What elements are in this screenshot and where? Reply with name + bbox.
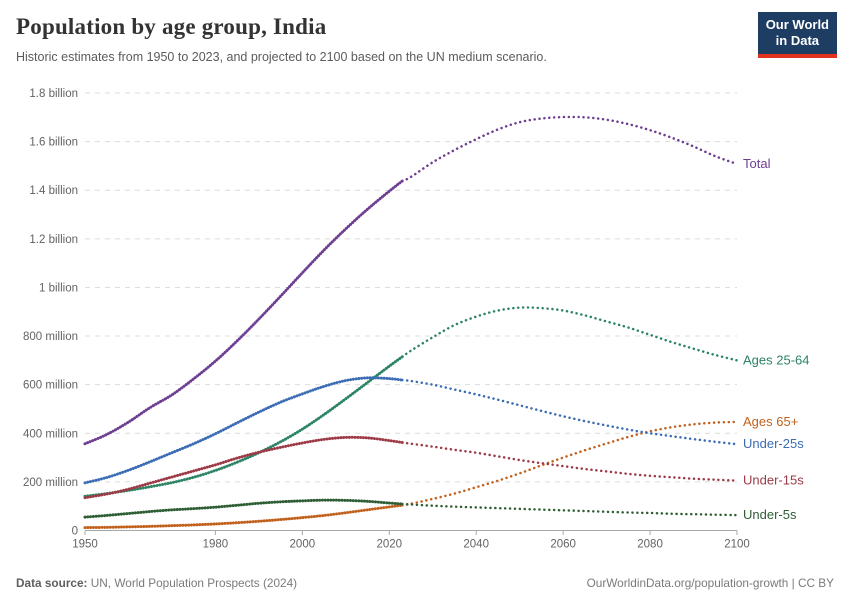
data-source-note: Data source: UN, World Population Prospe… <box>16 576 297 590</box>
series-line-historic <box>83 498 404 519</box>
chart-subtitle: Historic estimates from 1950 to 2023, an… <box>16 50 547 64</box>
series-label-under-15s[interactable]: Under-15s <box>743 473 804 488</box>
y-axis-tick-label: 1.8 billion <box>29 88 78 100</box>
owid-logo[interactable]: Our World in Data <box>757 12 837 58</box>
series-label-ages-25-64[interactable]: Ages 25-64 <box>743 352 810 367</box>
x-axis-tick-label: 2000 <box>290 539 316 551</box>
y-axis-tick-label: 1 billion <box>39 282 78 294</box>
x-axis-tick-label: 2020 <box>376 539 402 551</box>
series-line-historic <box>83 355 404 498</box>
series-under-15s[interactable]: Under-15s <box>83 435 804 500</box>
series-line-projected <box>401 115 739 183</box>
x-axis-tick-label: 2080 <box>637 539 663 551</box>
series-ages-65-[interactable]: Ages 65+ <box>83 414 798 530</box>
series-under-25s[interactable]: Under-25s <box>83 376 804 485</box>
x-axis-tick-label: 2060 <box>550 539 576 551</box>
series-line-projected <box>401 441 739 482</box>
series-line-historic-base <box>84 504 403 529</box>
series-line-projected <box>401 378 739 446</box>
data-source-label: Data source: <box>16 576 88 590</box>
page-title: Population by age group, India <box>16 14 327 39</box>
y-axis-tick-label: 1.2 billion <box>29 234 78 246</box>
owid-url-license[interactable]: OurWorldinData.org/population-growth | C… <box>586 576 834 590</box>
series-under-5s[interactable]: Under-5s <box>83 498 797 522</box>
x-axis-tick-label: 2040 <box>463 539 489 551</box>
series-line-historic <box>83 503 404 530</box>
y-axis-tick-label: 0 <box>72 526 78 538</box>
y-axis-tick-label: 1.4 billion <box>29 185 78 197</box>
series-line-historic-base <box>84 356 403 497</box>
series-line-projected <box>401 306 739 362</box>
series-label-total[interactable]: Total <box>743 156 771 171</box>
y-axis-tick-label: 600 million <box>23 380 78 392</box>
series-label-ages-65-[interactable]: Ages 65+ <box>743 414 798 429</box>
x-axis-tick-label: 2100 <box>724 539 750 551</box>
owid-logo-line1: Our World <box>765 17 829 32</box>
owid-logo-line2: in Data <box>775 33 820 49</box>
series-line-historic <box>83 435 404 500</box>
x-axis-tick-label: 1950 <box>72 539 98 551</box>
series-label-under-25s[interactable]: Under-25s <box>743 436 804 451</box>
series-line-projected <box>401 502 739 517</box>
series-line-projected <box>401 420 739 507</box>
y-axis-tick-label: 400 million <box>23 428 78 440</box>
series-label-under-5s[interactable]: Under-5s <box>743 507 797 522</box>
y-axis-tick-label: 800 million <box>23 331 78 343</box>
x-axis-tick-label: 1980 <box>203 539 229 551</box>
data-source-value: UN, World Population Prospects (2024) <box>87 576 298 590</box>
chart-footer: Data source: UN, World Population Prospe… <box>16 576 834 590</box>
y-axis-tick-label: 200 million <box>23 477 78 489</box>
series-line-historic <box>83 179 404 446</box>
series-line-historic <box>83 376 404 485</box>
chart-header: Population by age group, India Historic … <box>16 14 750 66</box>
y-axis-tick-label: 1.6 billion <box>29 137 78 149</box>
series-total[interactable]: Total <box>83 115 771 446</box>
series-ages-25-64[interactable]: Ages 25-64 <box>83 306 810 498</box>
